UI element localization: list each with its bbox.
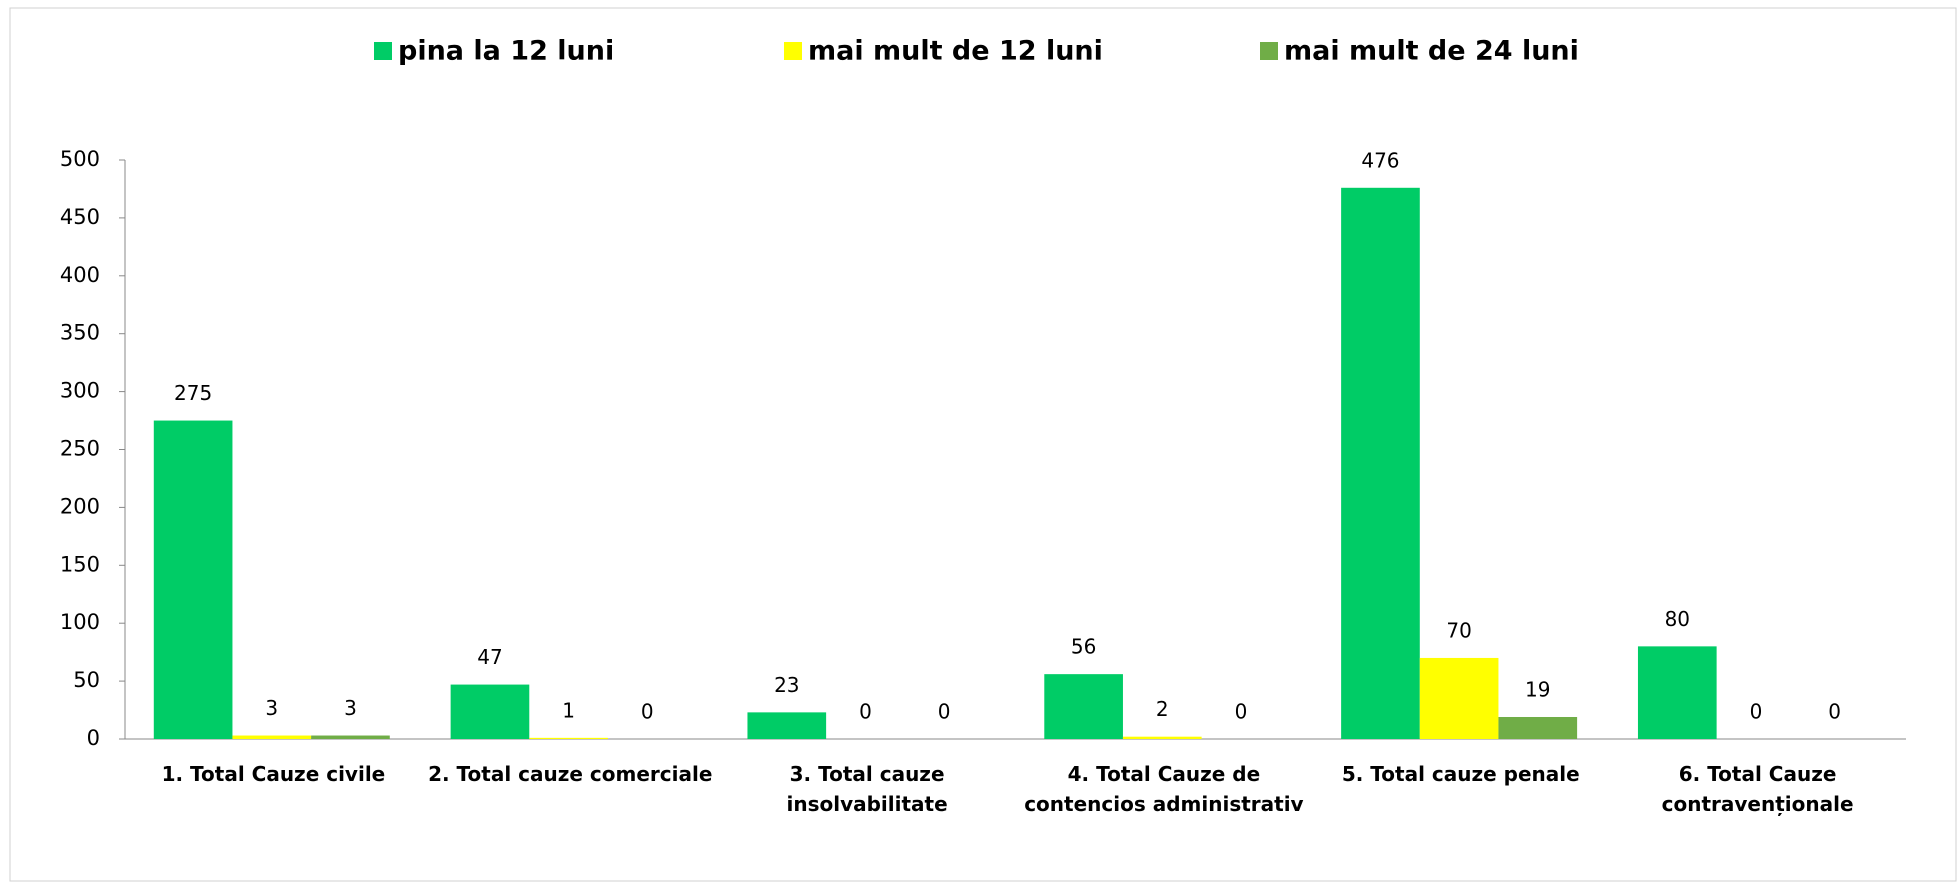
y-tick-label: 500 (60, 147, 100, 171)
legend-swatch (784, 42, 802, 60)
data-label: 56 (1071, 635, 1096, 659)
bar (311, 735, 390, 739)
bar (747, 712, 827, 739)
bar (153, 420, 233, 739)
bar (450, 684, 530, 739)
y-tick-label: 200 (60, 494, 100, 518)
x-tick-label: 4. Total Cauze de contencios administrat… (1024, 762, 1304, 816)
x-tick-label: 1. Total Cauze civile (161, 762, 386, 786)
data-label: 0 (1235, 700, 1248, 724)
legend-swatch (374, 42, 392, 60)
data-label: 80 (1665, 607, 1690, 631)
legend-label: mai mult de 12 luni (808, 36, 1103, 67)
data-label: 0 (938, 700, 951, 724)
data-label: 275 (174, 381, 212, 405)
legend-label: mai mult de 24 luni (1284, 36, 1579, 67)
legend-label: pina la 12 luni (398, 36, 614, 67)
data-label: 476 (1361, 148, 1399, 172)
y-tick-label: 50 (73, 668, 100, 692)
y-tick-label: 250 (60, 437, 100, 461)
bar (1044, 674, 1123, 739)
data-label: 47 (477, 645, 502, 669)
data-label: 70 (1446, 618, 1471, 642)
bar (1341, 187, 1420, 740)
y-tick-label: 100 (60, 610, 100, 634)
y-tick-label: 0 (87, 726, 100, 750)
y-tick-label: 350 (60, 321, 100, 345)
data-label: 3 (265, 696, 278, 720)
x-tick-label: 6. Total Cauze contravenționale (1661, 762, 1854, 816)
data-label: 0 (641, 700, 654, 724)
bar (1637, 646, 1717, 739)
bar (1419, 657, 1499, 739)
legend-swatch (1260, 42, 1278, 60)
x-tick-label: 3. Total cauze insolvabilitate (786, 762, 948, 816)
data-label: 23 (774, 673, 799, 697)
data-label: 0 (1828, 700, 1841, 724)
bar (1122, 736, 1202, 739)
data-label: 0 (1750, 700, 1763, 724)
data-label: 1 (562, 698, 575, 722)
x-tick-label: 2. Total cauze comerciale (428, 762, 713, 786)
y-tick-label: 400 (60, 263, 100, 287)
bar (1498, 716, 1578, 739)
bar (232, 735, 312, 739)
y-tick-label: 150 (60, 552, 100, 576)
y-tick-label: 450 (60, 205, 100, 229)
data-label: 19 (1525, 677, 1550, 701)
data-label: 0 (859, 700, 872, 724)
data-label: 2 (1156, 697, 1169, 721)
data-label: 3 (344, 696, 357, 720)
chart-border (9, 7, 1957, 882)
y-tick-label: 300 (60, 379, 100, 403)
x-tick-label: 5. Total cauze penale (1341, 762, 1580, 786)
bar (529, 737, 608, 739)
